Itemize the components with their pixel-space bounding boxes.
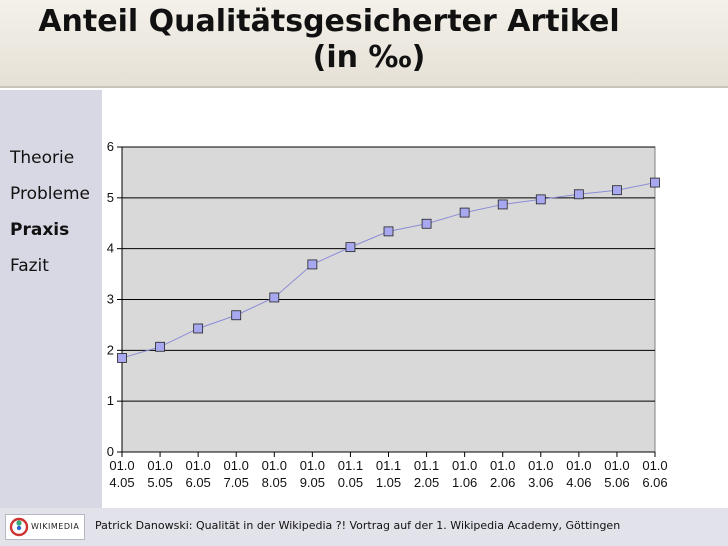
- x-tick-label: 01.0 4.06: [566, 458, 591, 490]
- data-point: [117, 353, 127, 363]
- y-tick-label: 3: [107, 292, 114, 307]
- x-tick-label: 01.1 0.05: [338, 458, 363, 490]
- wikimedia-logo: WIKIMEDIA: [5, 514, 85, 540]
- nav-item-probleme[interactable]: Probleme: [10, 184, 90, 204]
- x-tick-label: 01.0 5.06: [604, 458, 629, 490]
- y-tick-label: 4: [107, 241, 114, 256]
- y-tick-label: 5: [107, 190, 114, 205]
- slide-title-line2: (in ‰): [312, 40, 426, 75]
- data-point: [307, 259, 318, 270]
- nav-item-fazit[interactable]: Fazit: [10, 256, 49, 276]
- x-tick-label: 01.0 9.05: [300, 458, 325, 490]
- data-point: [345, 242, 356, 253]
- y-tick-label: 2: [107, 342, 114, 357]
- data-point: [573, 189, 584, 200]
- y-tick-label: 6: [107, 139, 114, 154]
- x-tick-label: 01.1 2.05: [414, 458, 439, 490]
- data-point: [193, 323, 204, 334]
- data-point: [421, 218, 432, 229]
- nav-item-praxis[interactable]: Praxis: [10, 220, 70, 240]
- x-tick-label: 01.0 5.05: [147, 458, 172, 490]
- x-tick-label: 01.0 3.06: [528, 458, 553, 490]
- x-tick-label: 01.0 6.05: [185, 458, 210, 490]
- nav-item-theorie[interactable]: Theorie: [10, 148, 75, 168]
- x-tick-label: 01.1 1.05: [376, 458, 401, 490]
- data-point: [155, 341, 165, 352]
- y-tick-label: 0: [107, 444, 114, 459]
- wikimedia-logo-icon: [9, 517, 29, 537]
- data-point: [459, 207, 470, 218]
- x-tick-label: 01.0 6.06: [642, 458, 667, 490]
- sidebar: [0, 90, 102, 546]
- footer-text: Patrick Danowski: Qualität in der Wikipe…: [95, 519, 621, 532]
- data-point: [535, 194, 546, 205]
- sidebar-nav: Theorie Probleme Praxis Fazit: [10, 148, 90, 292]
- slide-title: Anteil Qualitätsgesicherter Artikel (in …: [0, 4, 728, 76]
- data-point: [612, 185, 622, 196]
- slide-header: Anteil Qualitätsgesicherter Artikel (in …: [0, 0, 728, 88]
- chart-area: 0 1 2 3 4 5 6 01.0 4.05 01.0 5.05 01.0 6.05 01.0 7.05 0…: [102, 90, 728, 508]
- line-chart: 0 1 2 3 4 5 6 01.0 4.05 01.0 5.05 01.0 6.05 01.0 7.05 0…: [107, 139, 668, 490]
- footer: WIKIMEDIA Patrick Danowski: Qualität in …: [0, 508, 728, 546]
- x-tick-label: 01.0 1.06: [452, 458, 477, 490]
- x-tick-label: 01.0 8.05: [262, 458, 287, 490]
- x-tick-label: 01.0 4.05: [109, 458, 134, 490]
- data-point: [650, 177, 660, 188]
- data-point: [269, 292, 280, 303]
- slide-title-line1: Anteil Qualitätsgesicherter Artikel: [38, 4, 620, 39]
- y-tick-label: 1: [107, 393, 114, 408]
- x-tick-label: 01.0 7.05: [224, 458, 249, 490]
- data-point: [383, 226, 394, 237]
- wikimedia-logo-text: WIKIMEDIA: [31, 522, 80, 531]
- data-point: [497, 199, 508, 210]
- data-point: [231, 310, 242, 321]
- x-tick-label: 01.0 2.06: [490, 458, 515, 490]
